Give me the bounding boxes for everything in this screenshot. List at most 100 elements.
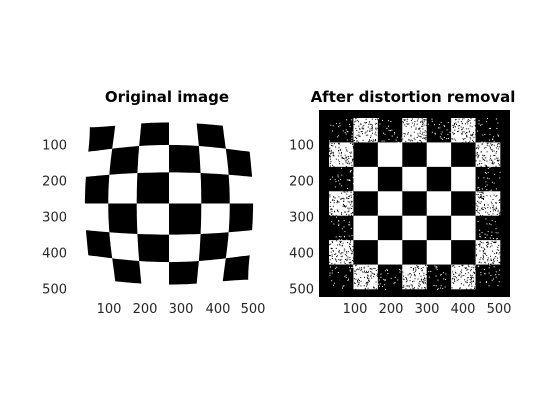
noise-pixel [341,167,343,169]
noise-pixel [479,214,481,216]
noise-pixel [496,145,498,147]
noise-pixel [436,288,438,290]
noise-pixel [486,242,487,244]
noise-pixel [373,287,375,289]
noise-pixel [412,140,414,142]
noise-pixel [496,208,498,209]
noise-pixel [407,118,409,120]
noise-pixel [493,154,495,156]
noise-pixel [375,140,377,142]
noise-pixel [486,151,488,153]
corrected-image [319,110,510,297]
noise-pixel [344,275,346,277]
noise-pixel [346,193,348,195]
noise-pixel [483,207,485,209]
noise-pixel [360,276,362,278]
noise-pixel [352,246,354,248]
noise-pixel [483,196,485,198]
noise-pixel [369,140,370,142]
noise-pixel [479,191,481,193]
noise-pixel [348,163,350,165]
noise-pixel [423,120,425,122]
noise-pixel [339,150,341,151]
noise-pixel [479,235,481,237]
noise-pixel [483,253,485,255]
noise-pixel [350,263,352,265]
noise-pixel [410,267,412,268]
noise-pixel [485,165,487,167]
noise-pixel [330,160,332,162]
noise-pixel [489,139,490,141]
noise-pixel [487,177,488,179]
noise-pixel [338,220,340,222]
noise-pixel [354,136,356,138]
noise-pixel [491,149,493,151]
noise-pixel [411,119,412,121]
noise-pixel [440,121,442,123]
noise-pixel [370,124,372,126]
noise-pixel [490,143,492,145]
noise-pixel [340,236,342,238]
noise-pixel [406,278,407,280]
noise-pixel [355,278,357,280]
noise-pixel [453,138,455,140]
noise-pixel [366,271,368,273]
noise-pixel [461,123,463,125]
noise-pixel [349,180,351,182]
noise-pixel [470,277,472,278]
noise-pixel [350,240,352,242]
noise-pixel [348,158,350,160]
noise-pixel [479,250,481,252]
noise-pixel [495,271,497,273]
noise-pixel [400,269,402,271]
noise-pixel [341,244,343,246]
noise-pixel [478,154,480,156]
noise-pixel [458,127,460,129]
noise-pixel [494,257,496,259]
noise-pixel [470,118,472,120]
noise-pixel [439,127,441,129]
noise-pixel [420,268,422,269]
noise-pixel [332,164,334,166]
noise-pixel [477,194,479,196]
noise-pixel [485,207,486,209]
noise-pixel [385,288,387,290]
noise-pixel [349,241,351,243]
noise-pixel [393,283,395,285]
noise-pixel [340,198,342,200]
noise-pixel [455,272,457,274]
noise-pixel [437,127,439,129]
noise-pixel [466,131,468,133]
x-tick-label: 200 [378,302,404,317]
noise-pixel [334,258,336,260]
noise-pixel [493,260,495,262]
noise-pixel [410,284,412,286]
noise-pixel [479,196,481,198]
noise-pixel [498,159,500,161]
noise-pixel [472,132,474,134]
noise-pixel [329,205,331,207]
noise-pixel [384,284,386,286]
noise-pixel [394,282,396,283]
noise-pixel [331,254,333,256]
noise-pixel [493,140,495,142]
noise-pixel [371,126,373,128]
noise-pixel [417,266,419,268]
noise-pixel [486,160,488,162]
noise-pixel [498,249,500,251]
noise-pixel [478,261,480,263]
noise-pixel [350,248,351,250]
noise-pixel [459,287,461,289]
noise-pixel [333,200,335,201]
noise-pixel [329,156,331,158]
noise-pixel [490,243,492,245]
noise-pixel [409,273,411,274]
noise-pixel [414,267,416,269]
noise-pixel [499,171,501,173]
noise-pixel [495,242,497,243]
noise-pixel [457,130,459,132]
noise-pixel [461,129,462,131]
noise-pixel [419,127,421,129]
noise-pixel [476,210,478,212]
